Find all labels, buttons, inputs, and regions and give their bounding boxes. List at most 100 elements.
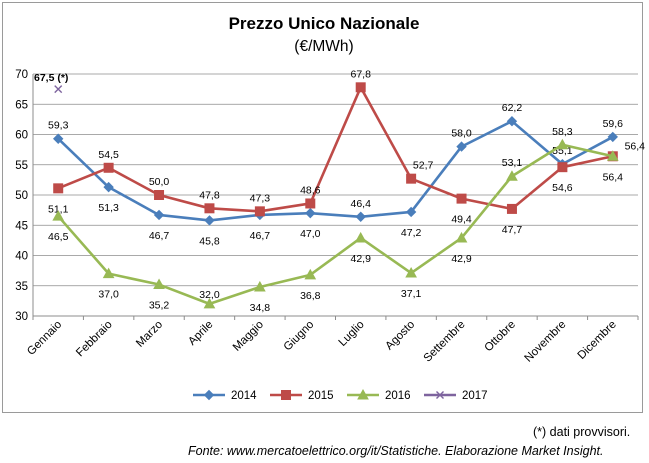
x-tick-label: Settembre bbox=[422, 319, 468, 365]
y-tick-label: 45 bbox=[15, 220, 28, 232]
point-marker bbox=[606, 150, 619, 161]
point-marker bbox=[52, 210, 65, 221]
legend-item: 2017 bbox=[424, 390, 488, 402]
legend-item: 2014 bbox=[193, 389, 257, 402]
x-axis: Gennaio Febbraio Marzo Aprile Maggio Giugno Lu… bbox=[25, 315, 639, 365]
data-label: 42,9 bbox=[451, 253, 472, 265]
data-label: 62,2 bbox=[502, 102, 523, 114]
point-marker bbox=[254, 206, 265, 217]
point-marker bbox=[354, 231, 367, 243]
point-marker bbox=[53, 133, 64, 144]
y-tick-label: 40 bbox=[15, 251, 28, 263]
point-marker bbox=[436, 391, 444, 399]
y-tick-label: 65 bbox=[15, 99, 28, 111]
y-tick-label: 60 bbox=[15, 130, 28, 142]
data-label: 46,7 bbox=[250, 230, 271, 242]
x-tick-label: Ottobre bbox=[482, 319, 518, 355]
point-marker bbox=[556, 138, 569, 150]
data-label: 59,3 bbox=[48, 120, 69, 132]
point-marker bbox=[154, 190, 165, 200]
data-label: 47,2 bbox=[401, 227, 422, 239]
legend-item: 2015 bbox=[270, 390, 334, 402]
chart-frame bbox=[2, 2, 643, 413]
point-marker bbox=[405, 267, 417, 278]
point-marker bbox=[102, 267, 115, 279]
data-label: 45,8 bbox=[199, 235, 220, 247]
x-tick-label: Dicembre bbox=[576, 319, 619, 362]
data-label: 47,7 bbox=[502, 224, 523, 236]
legend: 2014 2015 2016 2017 bbox=[193, 388, 488, 402]
data-label: 54,6 bbox=[552, 182, 573, 194]
point-marker bbox=[204, 203, 215, 214]
point-marker bbox=[506, 203, 517, 214]
data-label: 34,8 bbox=[250, 302, 271, 314]
y-tick-label: 70 bbox=[15, 69, 28, 81]
point-marker bbox=[456, 141, 467, 152]
data-label: 51,1 bbox=[48, 203, 69, 215]
data-label: 67,8 bbox=[350, 68, 371, 80]
data-label: 47,3 bbox=[250, 192, 271, 204]
point-marker bbox=[506, 115, 518, 127]
provisional-data-note: (*) dati provvisori. bbox=[533, 425, 631, 439]
data-label: 58,3 bbox=[552, 126, 573, 138]
point-marker bbox=[355, 82, 366, 93]
legend-label: 2014 bbox=[231, 390, 257, 402]
data-label: 37,1 bbox=[401, 288, 422, 300]
data-label: 56,4 bbox=[625, 140, 646, 152]
x-tick-label: Marzo bbox=[134, 319, 165, 350]
y-tick-label: 35 bbox=[15, 281, 28, 293]
point-marker bbox=[357, 388, 369, 400]
y-tick-label: 55 bbox=[15, 160, 28, 172]
data-label: 42,9 bbox=[350, 253, 371, 265]
marker-stroke bbox=[54, 85, 63, 94]
data-label: 59,6 bbox=[603, 118, 624, 130]
point-marker bbox=[455, 231, 468, 243]
x-tick-label: Giugno bbox=[282, 319, 317, 354]
chart-title: Prezzo Unico Nazionale bbox=[229, 14, 420, 33]
data-label: 67,5 (*) bbox=[34, 72, 68, 84]
data-label: 48,6 bbox=[300, 184, 321, 196]
point-marker bbox=[557, 162, 568, 173]
point-marker bbox=[305, 207, 316, 219]
data-label: 47,8 bbox=[199, 189, 220, 201]
data-label: 46,5 bbox=[48, 231, 69, 243]
data-label: 49,4 bbox=[451, 214, 472, 226]
point-marker bbox=[54, 85, 63, 94]
chart-subtitle: (€/MWh) bbox=[294, 38, 353, 55]
point-marker bbox=[506, 170, 518, 181]
legend-label: 2015 bbox=[308, 390, 334, 402]
point-marker bbox=[305, 198, 316, 209]
point-marker bbox=[204, 215, 215, 226]
marker-stroke bbox=[436, 391, 444, 399]
y-axis: 30 35 40 45 50 55 60 65 70 bbox=[15, 69, 34, 323]
data-label: 53,1 bbox=[502, 157, 523, 169]
point-marker bbox=[53, 183, 64, 194]
data-label: 46,4 bbox=[350, 198, 371, 210]
data-label: 56,4 bbox=[603, 171, 624, 183]
legend-item: 2016 bbox=[347, 388, 411, 402]
point-marker bbox=[355, 211, 366, 222]
data-label: 47,0 bbox=[300, 228, 321, 240]
y-tick-label: 30 bbox=[15, 311, 28, 323]
gridlines bbox=[33, 73, 638, 287]
data-label: 51,3 bbox=[98, 202, 119, 214]
point-marker bbox=[304, 268, 317, 280]
source-note: Fonte: www.mercatoelettrico.org/it/Stati… bbox=[188, 444, 604, 458]
data-label: 58,0 bbox=[451, 128, 472, 140]
series-2016: 46,5 37,0 35,2 32,0 34,8 36,8 42,9 37,1 42,9 53,1… bbox=[48, 126, 623, 314]
data-label: 37,0 bbox=[98, 289, 119, 301]
point-marker bbox=[254, 280, 266, 292]
data-label: 36,8 bbox=[300, 290, 321, 302]
point-marker bbox=[456, 193, 467, 204]
data-label: 50,0 bbox=[149, 176, 170, 188]
x-tick-label: Novembre bbox=[522, 319, 568, 365]
data-label: 46,7 bbox=[149, 230, 170, 242]
series-2015: 51,1 54,5 50,0 47,8 47,3 48,6 67,8 52,7 49,4 47,7… bbox=[48, 68, 645, 236]
point-marker bbox=[203, 389, 215, 401]
data-label: 54,5 bbox=[98, 149, 119, 161]
series-2017: 67,5 (*) bbox=[34, 72, 68, 94]
legend-label: 2016 bbox=[385, 390, 411, 402]
series-line bbox=[57, 119, 614, 222]
